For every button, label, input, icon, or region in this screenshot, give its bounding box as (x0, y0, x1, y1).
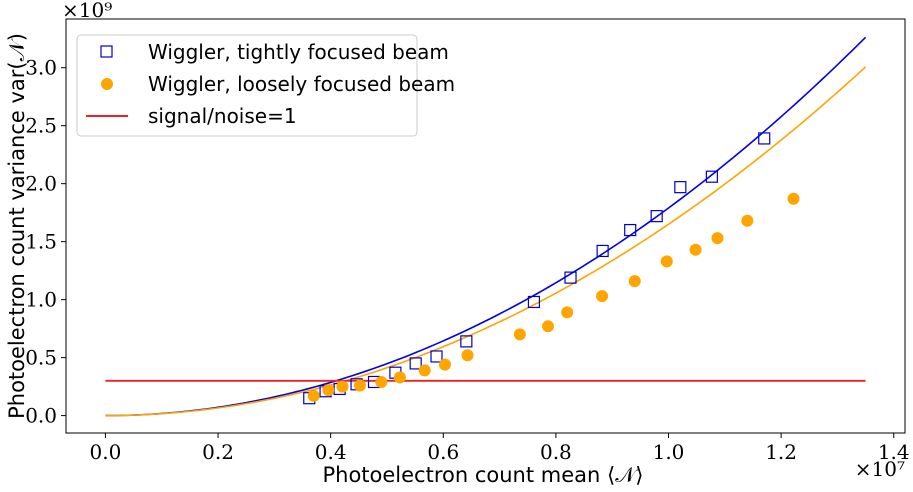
y-tick-label: 0.0 (25, 404, 57, 428)
legend-label-loose: Wiggler, loosely focused beam (148, 72, 455, 96)
y-axis-multiplier: ×10⁹ (62, 0, 112, 22)
loose-beam-point (438, 358, 451, 371)
tight-beam-point (758, 132, 771, 145)
loose-beam-point (711, 232, 724, 245)
loose-beam-point (513, 328, 526, 341)
loose-beam-point (353, 379, 366, 392)
tight-beam-point (650, 210, 663, 223)
tight-beam-point (564, 271, 577, 284)
tight-beam-point (527, 295, 541, 309)
x-tick-label: 1.4 (878, 440, 910, 464)
x-tick-label: 0.0 (90, 440, 122, 464)
tight-beam-point (596, 244, 609, 258)
loose-beam-point (561, 306, 574, 319)
x-tick-label: 1.2 (765, 440, 797, 464)
x-tick-label: 0.2 (202, 440, 234, 464)
legend-box (76, 34, 418, 137)
plot-frame (65, 18, 906, 434)
plot-area (105, 36, 867, 417)
y-tick-label: 0.5 (25, 346, 57, 370)
loose-beam-point (322, 384, 335, 397)
legend-marker-tight (100, 45, 113, 58)
loose-beam-point (418, 364, 431, 377)
axes: 0.0 0.2 0.4 0.6 0.8 1.0 1.2 1.4 0.0 0.5 1.0 1.5 2.0… (5, 0, 910, 487)
loose-beam-point (628, 275, 641, 288)
loose-beam-point (596, 290, 609, 303)
tight-beam-point (409, 357, 422, 370)
legend: Wiggler, tightly focused beam Wiggler, l… (76, 34, 455, 137)
y-tick-label: 2.0 (25, 172, 57, 196)
y-tick-label: 2.5 (25, 114, 57, 138)
tight-beam-point (705, 170, 718, 183)
y-tick-label: 1.5 (25, 230, 57, 254)
loose-beam-point (393, 371, 406, 384)
fit-curve (105, 66, 867, 417)
loose-beam-point (542, 320, 555, 333)
tight-beam-point (624, 223, 637, 237)
legend-marker-loose (101, 78, 113, 90)
loose-beam-point (689, 243, 702, 256)
x-axis-ticks: 0.0 0.2 0.4 0.6 0.8 1.0 1.2 1.4 (90, 433, 910, 464)
fit-curve (105, 36, 867, 417)
y-tick-label: 1.0 (25, 288, 57, 312)
legend-label-snr: signal/noise=1 (148, 104, 297, 128)
x-tick-label: 0.8 (540, 440, 572, 464)
y-axis-label: Photoelectron count variance var(𝒩) (5, 33, 29, 419)
loose-beam-point (461, 349, 474, 362)
y-tick-label: 3.0 (25, 56, 57, 80)
tight-beam-point (674, 181, 687, 194)
loose-beam-point (660, 255, 673, 268)
loose-beam-point (787, 192, 800, 205)
loose-beam-point (307, 389, 320, 402)
loose-beam-point (741, 214, 754, 227)
x-axis-label: Photoelectron count mean ⟨𝒩⟩ (322, 463, 643, 487)
loose-beam-point (336, 380, 349, 393)
loose-beam-point (375, 375, 388, 388)
x-axis-multiplier: ×10⁷ (855, 457, 905, 481)
tight-beam-point (460, 335, 473, 348)
x-tick-label: 1.0 (653, 440, 685, 464)
y-axis-ticks: 0.0 0.5 1.0 1.5 2.0 2.5 3.0 (25, 56, 66, 428)
tight-beam-point (430, 350, 443, 363)
x-tick-label: 0.6 (427, 440, 459, 464)
legend-label-tight: Wiggler, tightly focused beam (148, 40, 449, 64)
x-tick-label: 0.4 (315, 440, 347, 464)
